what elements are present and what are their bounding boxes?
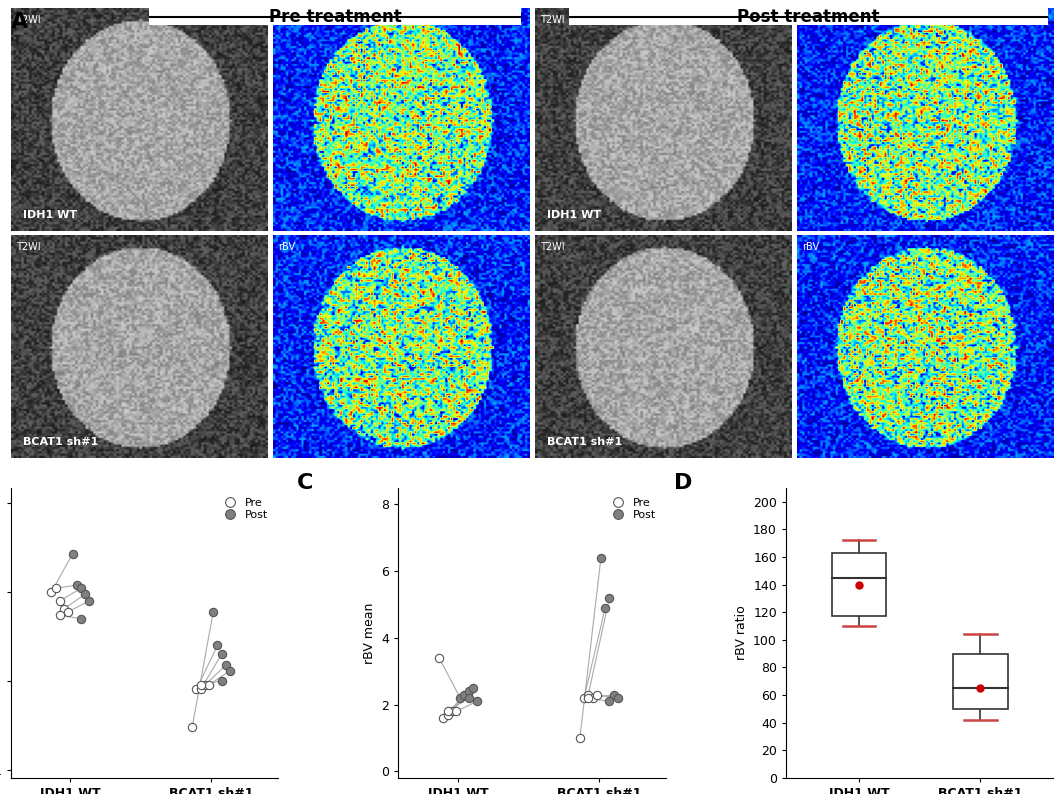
Text: Pre treatment: Pre treatment <box>269 8 401 25</box>
Text: Post treatment: Post treatment <box>737 8 880 25</box>
Y-axis label: rBV mean: rBV mean <box>363 602 376 664</box>
Text: T2WI: T2WI <box>16 242 40 252</box>
Text: D: D <box>674 473 692 493</box>
Text: IDH1 WT: IDH1 WT <box>547 210 601 220</box>
Y-axis label: rBV ratio: rBV ratio <box>734 606 748 661</box>
Text: T2WI: T2WI <box>539 242 564 252</box>
Text: rBV: rBV <box>278 242 295 252</box>
Text: BCAT1 sh#1: BCAT1 sh#1 <box>547 437 622 447</box>
Text: T2WI: T2WI <box>16 14 40 25</box>
Text: rBV: rBV <box>801 14 819 25</box>
Legend: Pre, Post: Pre, Post <box>215 493 272 524</box>
Text: BCAT1 sh#1: BCAT1 sh#1 <box>23 437 99 447</box>
Text: A: A <box>11 12 28 32</box>
Legend: Pre, Post: Pre, Post <box>602 493 660 524</box>
Text: rBV: rBV <box>278 14 295 25</box>
Bar <box>832 553 886 616</box>
Text: C: C <box>297 473 313 493</box>
Text: rBV: rBV <box>801 242 819 252</box>
Text: T2WI: T2WI <box>539 14 564 25</box>
Bar <box>953 653 1008 709</box>
Text: IDH1 WT: IDH1 WT <box>23 210 78 220</box>
